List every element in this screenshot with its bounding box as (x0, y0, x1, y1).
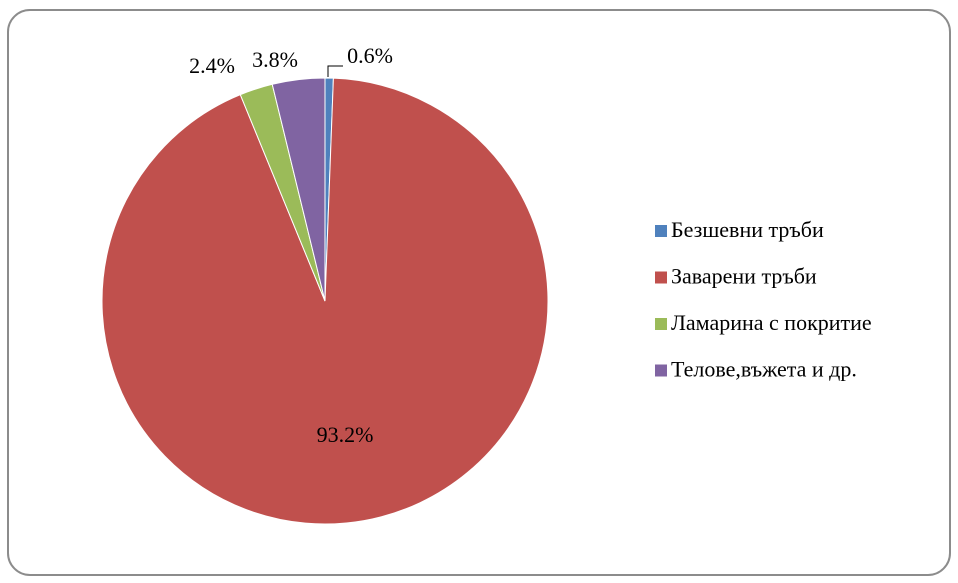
legend-swatch (655, 225, 667, 237)
data-label: 3.8% (252, 47, 298, 72)
legend-label: Телове,въжета и др. (671, 357, 857, 382)
data-label: 0.6% (347, 43, 393, 68)
legend-swatch (655, 364, 667, 377)
legend-swatch (655, 271, 667, 284)
pie-slice (271, 77, 326, 302)
legend-label: Ламарина с покритие (671, 310, 872, 335)
legend-label: Безшевни тръби (671, 217, 824, 242)
data-label: 93.2% (317, 422, 374, 447)
data-label: 2.4% (189, 53, 235, 78)
legend-label: Заварени тръби (671, 264, 817, 289)
leader-line (327, 65, 343, 77)
legend-swatch (655, 318, 667, 330)
